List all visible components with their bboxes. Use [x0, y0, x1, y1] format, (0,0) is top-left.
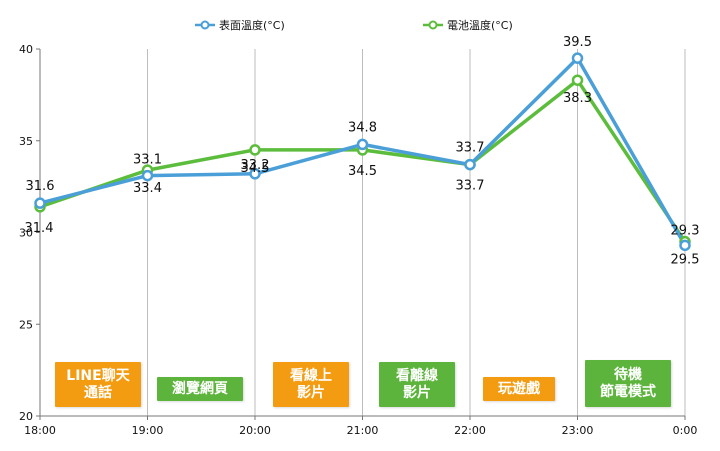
x-tick-label-21:00: 21:00 — [347, 424, 379, 437]
activity-label-2: 看線上 影片 — [290, 367, 332, 401]
point-0-23:00 — [571, 52, 584, 64]
data-label-11: 38.3 — [563, 91, 592, 106]
x-tick-label-19:00: 19:00 — [132, 424, 164, 437]
y-tick-label-30: 30 — [19, 227, 33, 240]
activity-label-0: LINE聊天 通話 — [66, 367, 130, 401]
activity-label-1: 瀏覽網頁 — [172, 380, 228, 397]
activity-box-3: 看離線 影片 — [379, 362, 455, 407]
x-tick-label-23:00: 23:00 — [562, 424, 594, 437]
legend-label-1: 電池溫度(°C) — [447, 18, 513, 32]
point-1-20:00 — [249, 144, 261, 156]
point-0-0:00 — [679, 239, 691, 252]
series-points — [34, 52, 691, 252]
data-label-10: 39.5 — [563, 35, 592, 50]
legend-label-0: 表面溫度(°C) — [219, 18, 285, 32]
legend-marker-1 — [428, 20, 438, 30]
data-label-13: 29.5 — [671, 253, 700, 268]
y-tick-label-35: 35 — [19, 135, 33, 148]
data-label-5: 34.5 — [241, 161, 270, 176]
x-tick-label-0:00: 0:00 — [673, 424, 698, 437]
x-tick-label-18:00: 18:00 — [24, 424, 56, 437]
x-tick-label-20:00: 20:00 — [239, 424, 271, 437]
vertical-gridlines — [147, 49, 686, 416]
activity-box-1: 瀏覽網頁 — [157, 377, 243, 401]
y-tick-label-25: 25 — [19, 318, 33, 331]
legend-marker-0 — [200, 20, 210, 30]
x-tick-label-22:00: 22:00 — [454, 424, 486, 437]
data-label-9: 33.7 — [456, 179, 485, 194]
data-label-8: 33.7 — [456, 141, 485, 156]
point-0-20:00 — [249, 168, 261, 180]
data-label-1: 31.4 — [25, 221, 54, 236]
data-label-2: 33.1 — [133, 153, 162, 168]
activity-box-2: 看線上 影片 — [273, 362, 349, 407]
data-label-6: 34.8 — [348, 120, 377, 135]
data-label-4: 33.2 — [241, 158, 270, 173]
point-1-23:00 — [571, 74, 584, 86]
legend: 表面溫度(°C) 電池溫度(°C) — [195, 18, 513, 32]
activity-box-4: 玩遊戲 — [483, 377, 555, 401]
activity-box-0: LINE聊天 通話 — [55, 362, 141, 407]
activity-box-5: 待機 節電模式 — [585, 360, 671, 407]
y-axis-tick-labels: 20 25 30 35 40 — [19, 43, 40, 423]
data-label-12: 29.3 — [671, 223, 700, 238]
y-tick-label-40: 40 — [19, 43, 33, 56]
y-tick-label-20: 20 — [19, 410, 33, 423]
data-label-7: 34.5 — [348, 164, 377, 179]
point-0-19:00 — [141, 169, 154, 182]
x-axis-tick-labels: 18:00 19:00 20:00 21:00 22:00 23:00 0:00 — [24, 416, 697, 437]
point-0-21:00 — [356, 138, 369, 151]
data-labels: 31.631.433.133.433.234.534.834.533.733.7… — [25, 35, 700, 267]
point-0-22:00 — [464, 158, 476, 171]
data-label-0: 31.6 — [26, 179, 55, 194]
data-label-3: 33.4 — [133, 181, 162, 196]
activity-label-4: 玩遊戲 — [498, 380, 540, 397]
activity-label-5: 待機 節電模式 — [600, 366, 656, 400]
activity-label-3: 看離線 影片 — [396, 367, 438, 401]
point-0-18:00 — [34, 197, 46, 209]
